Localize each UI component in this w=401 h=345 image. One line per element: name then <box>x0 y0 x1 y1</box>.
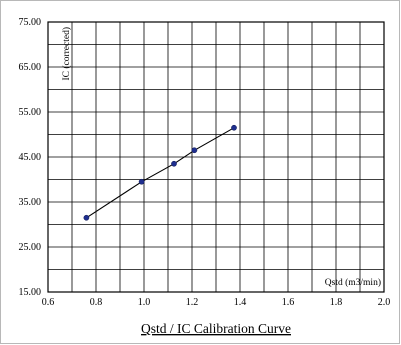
y-axis-label: IC (corrected) <box>61 27 72 81</box>
x-tick-label: 1.6 <box>282 297 295 308</box>
y-tick-label: 25.00 <box>19 242 42 253</box>
y-tick-label: 65.00 <box>19 62 42 73</box>
data-point <box>171 160 177 167</box>
x-tick-label: 0.8 <box>90 297 103 308</box>
data-point <box>191 147 198 154</box>
x-tick-label: 0.6 <box>42 297 55 308</box>
x-tick-label: 1.8 <box>330 297 343 308</box>
y-tick-label: 75.00 <box>19 17 42 28</box>
x-tick-labels: 0.6 0.8 1.0 1.2 1.4 1.6 1.8 2.0 <box>42 297 391 308</box>
x-tick-label: 1.2 <box>186 297 199 308</box>
data-point <box>83 214 90 221</box>
data-point <box>231 124 237 131</box>
data-point <box>138 178 145 185</box>
y-tick-label: 35.00 <box>19 197 42 208</box>
y-tick-labels: 15.00 25.00 35.00 45.00 55.00 65.00 75.00 <box>19 17 42 298</box>
x-axis-label: Qstd (m3/min) <box>325 277 381 288</box>
x-tick-label: 1.4 <box>234 297 247 308</box>
chart-title: Qstd / IC Calibration Curve <box>141 321 291 336</box>
y-tick-label: 15.00 <box>19 287 42 298</box>
y-tick-label: 55.00 <box>19 107 42 118</box>
grid-lines <box>48 22 384 292</box>
x-tick-label: 1.0 <box>138 297 151 308</box>
x-tick-label: 2.0 <box>378 297 391 308</box>
y-tick-label: 45.00 <box>19 152 42 163</box>
series <box>83 124 237 221</box>
